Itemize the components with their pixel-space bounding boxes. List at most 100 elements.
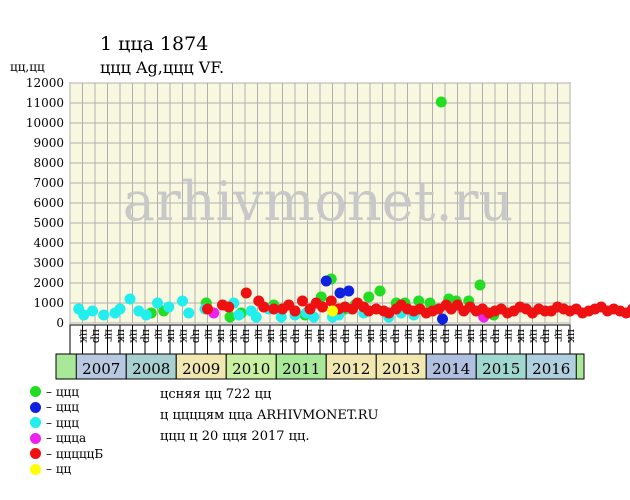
x-tick-label: цг xyxy=(152,329,165,342)
y-tick-label: 1000 xyxy=(33,296,64,310)
x-tick-label: цг xyxy=(452,329,465,342)
x-tick-label: цг xyxy=(402,329,415,342)
year-cell xyxy=(175,353,227,380)
x-tick-label: цр xyxy=(190,329,203,343)
year-label: 2007 xyxy=(82,360,120,378)
year-label: 2008 xyxy=(132,360,170,378)
data-point xyxy=(163,301,175,313)
x-tick-label: цк xyxy=(165,329,178,343)
x-tick-label: цк xyxy=(277,329,290,343)
x-tick-label: цк xyxy=(115,329,128,343)
year-label: 2011 xyxy=(282,360,320,378)
y-tick-label: 3000 xyxy=(33,256,64,270)
y-tick-label: 7000 xyxy=(33,176,64,190)
y-tick-label: 10000 xyxy=(26,116,64,130)
x-tick-label: цг xyxy=(202,329,215,342)
legend-marker xyxy=(30,417,41,429)
data-point xyxy=(140,309,152,321)
data-point xyxy=(114,303,126,315)
info-source: ц ццццям цца ARHIVMONET.RU xyxy=(160,408,379,423)
legend-marker xyxy=(30,401,41,413)
legend-label: – цц xyxy=(46,462,72,477)
year-label: 2010 xyxy=(232,360,270,378)
data-point xyxy=(78,309,90,321)
year-cell xyxy=(375,353,427,380)
x-tick-label: цк xyxy=(427,329,440,343)
x-tick-label: цк xyxy=(77,329,90,343)
x-tick-label: цк xyxy=(127,329,140,343)
x-tick-label: цк xyxy=(527,329,540,343)
data-point xyxy=(233,309,245,321)
info-average: цcняя цц 722 цц xyxy=(160,387,272,402)
data-point xyxy=(437,313,448,325)
x-tick-label: цр xyxy=(340,329,353,343)
data-point xyxy=(250,311,262,323)
data-point xyxy=(325,295,337,307)
y-tick-label: 2000 xyxy=(33,276,64,290)
legend-item: – ццц xyxy=(30,415,103,431)
x-tick-label: цр xyxy=(90,329,103,343)
legend-item: – ццц xyxy=(30,384,103,400)
x-tick-label: цк xyxy=(327,329,340,343)
x-tick-label: цг xyxy=(302,329,315,342)
legend-item: – цц xyxy=(30,462,103,478)
x-tick-label: цк xyxy=(565,329,578,343)
legend-item: – ццца xyxy=(30,431,103,447)
data-point xyxy=(327,305,338,317)
legend-marker xyxy=(30,432,41,444)
year-label: 2014 xyxy=(432,360,470,378)
x-tick-label: цр xyxy=(140,329,153,343)
year-label: 2012 xyxy=(332,360,370,378)
x-tick-label: цг xyxy=(352,329,365,342)
x-tick-label: цг xyxy=(502,329,515,342)
y-tick-label: 11000 xyxy=(26,96,64,110)
data-point xyxy=(435,96,447,108)
x-tick-label: цк xyxy=(415,329,428,343)
data-point xyxy=(124,293,136,305)
data-point xyxy=(289,305,301,317)
legend-item: – цццццБ xyxy=(30,446,103,462)
x-tick-label: цр xyxy=(440,329,453,343)
data-point xyxy=(223,301,235,313)
data-point xyxy=(268,303,280,315)
y-tick-label: 9000 xyxy=(33,136,64,150)
y-tick-label: 8000 xyxy=(33,156,64,170)
data-point xyxy=(363,291,375,303)
info-date: ццц ц 20 цця 2017 цц. xyxy=(160,429,310,444)
data-point xyxy=(374,285,386,297)
data-point xyxy=(334,287,346,299)
x-tick-label: цк xyxy=(315,329,328,343)
data-point xyxy=(240,287,252,299)
y-tick-label: 5000 xyxy=(33,216,64,230)
legend-label: – цццццБ xyxy=(46,446,104,461)
legend-marker xyxy=(30,448,41,460)
x-tick-label: цг xyxy=(552,329,565,342)
chart-subtitle: ццц Ag,ццц VF. xyxy=(100,58,225,77)
year-cell xyxy=(425,353,477,380)
legend-marker xyxy=(30,386,41,398)
x-tick-label: цк xyxy=(365,329,378,343)
year-cell xyxy=(525,353,577,380)
legend-label: – ццц xyxy=(46,400,79,415)
legend: – ццц – ццц – ццц – ццца – цццццБ – цц xyxy=(30,384,103,477)
y-tick-label: 0 xyxy=(56,316,64,330)
x-tick-label: цг xyxy=(102,329,115,342)
year-label: 2013 xyxy=(382,360,420,378)
legend-marker xyxy=(30,463,41,475)
x-tick-label: цк xyxy=(515,329,528,343)
x-tick-label: цк xyxy=(215,329,228,343)
data-point xyxy=(297,295,308,307)
data-point xyxy=(224,311,236,323)
x-tick-label: цк xyxy=(227,329,240,343)
data-point xyxy=(317,301,328,313)
year-cell xyxy=(475,353,527,380)
legend-item: – ццц xyxy=(30,400,103,416)
x-tick-label: цр xyxy=(290,329,303,343)
x-tick-label: цр xyxy=(390,329,403,343)
x-tick-label: цк xyxy=(177,329,190,343)
data-point xyxy=(87,305,98,317)
info-block: цcняя цц 722 цц ц ццццям цца ARHIVMONET.… xyxy=(160,384,379,447)
data-point xyxy=(343,285,355,297)
